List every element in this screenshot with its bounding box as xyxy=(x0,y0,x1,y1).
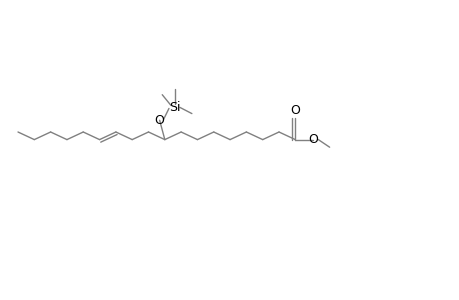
Text: O: O xyxy=(290,103,300,117)
Text: O: O xyxy=(308,133,318,146)
Text: O: O xyxy=(154,114,164,127)
Text: Si: Si xyxy=(169,101,180,114)
